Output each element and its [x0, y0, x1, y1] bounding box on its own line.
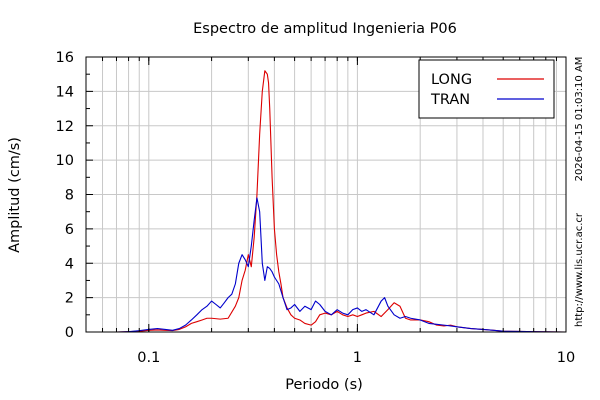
y-tick-label: 10 [56, 153, 74, 169]
x-tick-labels: 0.1 1 10 [137, 350, 575, 366]
axis-ticks [85, 56, 567, 333]
series-line-tran [86, 197, 567, 333]
timestamp-text: 2026-04-15 01:03:10 AM [574, 57, 585, 182]
chart-title: Espectro de amplitud Ingenieria P06 [193, 21, 457, 37]
source-url-text: http://www.lis.ucr.ac.cr [574, 212, 585, 327]
y-tick-label: 4 [65, 256, 74, 272]
x-axis-label: Periodo (s) [285, 377, 363, 393]
x-tick-label: 0.1 [137, 350, 160, 366]
series-layer [86, 70, 567, 333]
x-tick-label: 10 [557, 350, 575, 366]
grid-lines [85, 56, 566, 333]
y-tick-label: 14 [56, 84, 74, 100]
y-tick-label: 6 [65, 222, 74, 238]
y-tick-label: 2 [65, 291, 74, 307]
legend-label-long: LONG [431, 72, 472, 88]
y-axis-label: Amplitud (cm/s) [7, 137, 23, 253]
y-tick-label: 8 [65, 188, 74, 204]
legend: LONG TRAN [418, 59, 555, 119]
x-tick-label: 1 [353, 350, 362, 366]
y-tick-label: 16 [56, 50, 74, 66]
y-tick-label: 12 [56, 119, 74, 135]
y-tick-labels: 0 2 4 6 8 10 12 14 16 [56, 50, 74, 341]
legend-label-tran: TRAN [430, 92, 470, 108]
legend-box [418, 59, 555, 119]
y-tick-label: 0 [65, 325, 74, 341]
